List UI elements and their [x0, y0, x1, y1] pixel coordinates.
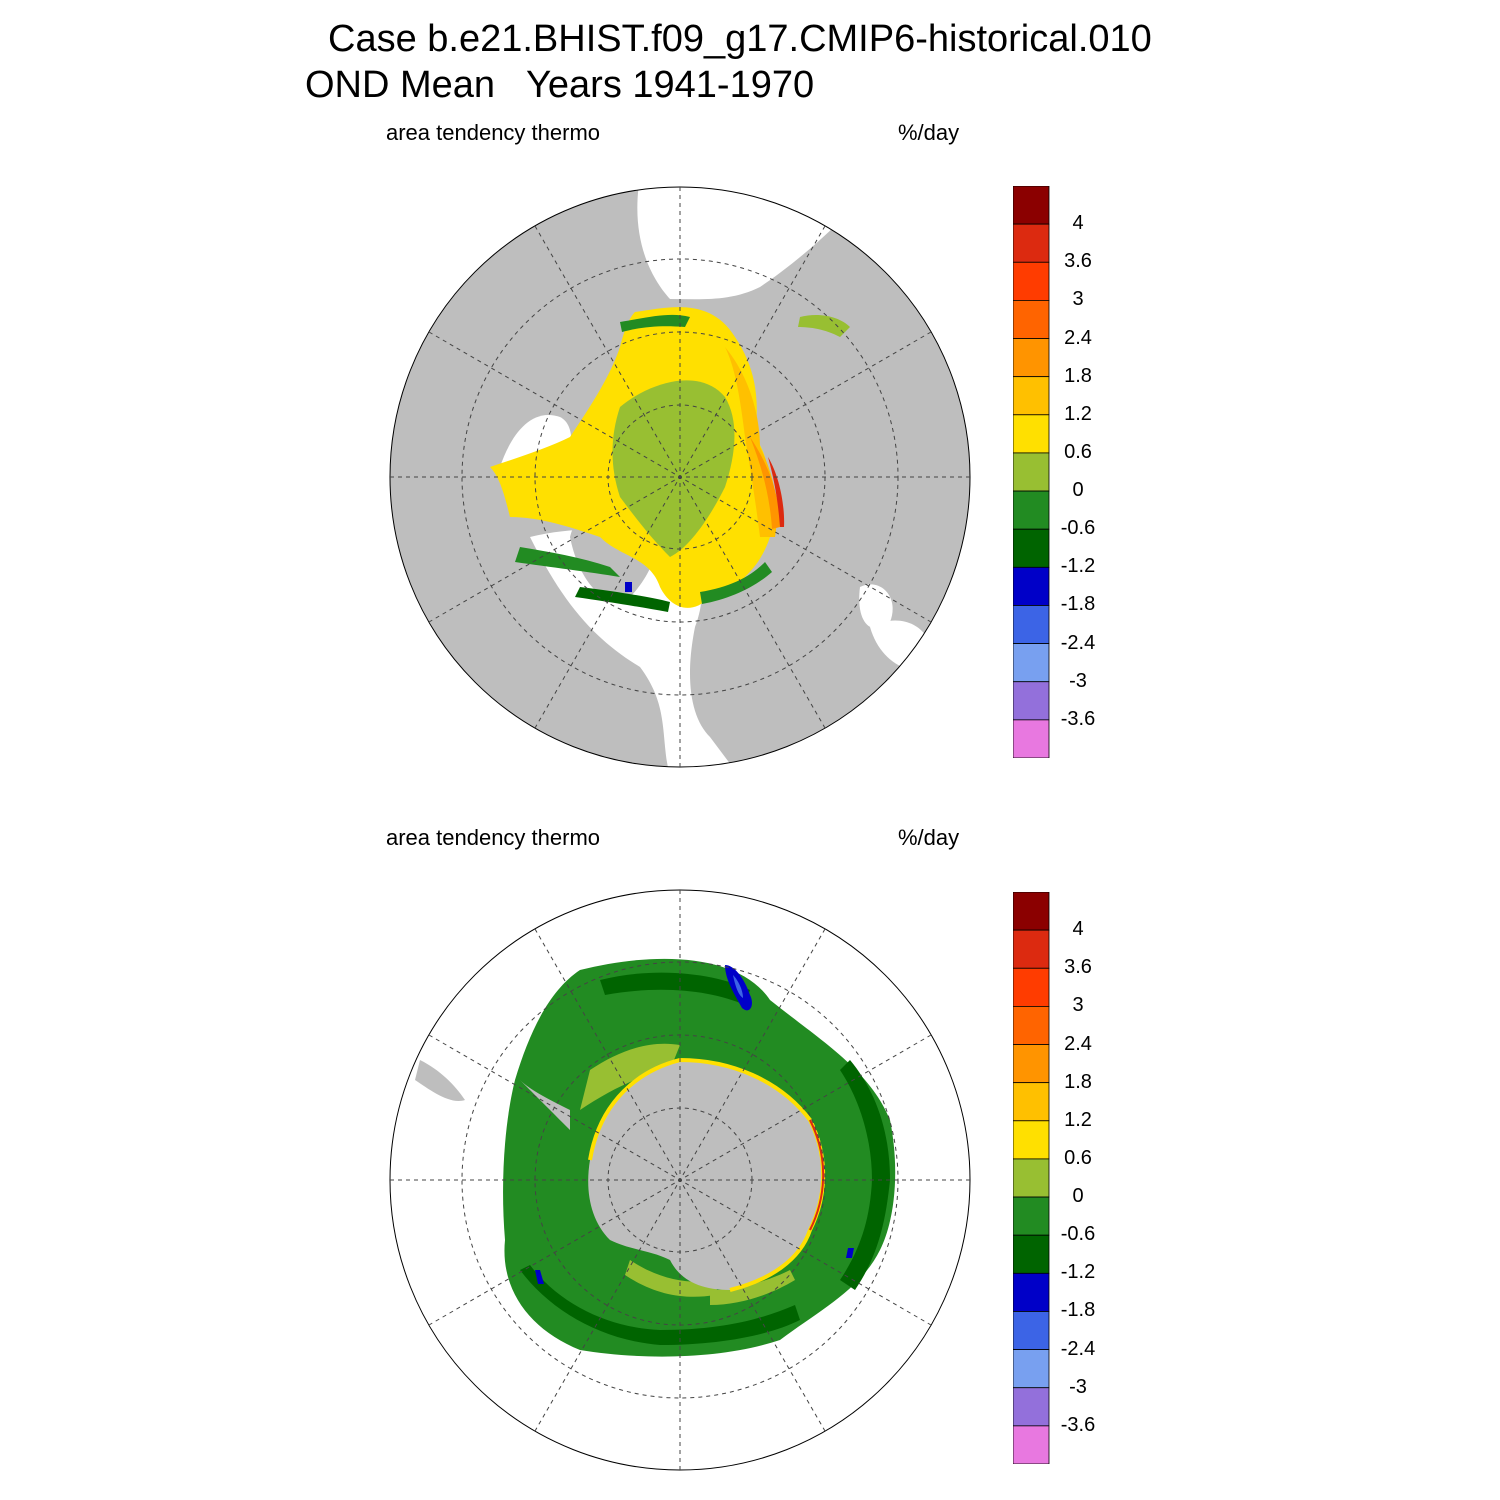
colorbar-swatch	[1013, 892, 1050, 931]
colorbar-tick-label: -0.6	[1060, 517, 1096, 540]
south-polar-map	[389, 889, 971, 1471]
north-right-label: %/day	[898, 120, 960, 145]
colorbar-swatch	[1013, 452, 1050, 492]
colorbar-swatch	[1013, 1349, 1050, 1389]
north-colorbar	[1013, 186, 1050, 758]
south-colorbar	[1013, 892, 1050, 1464]
north-polar-map	[389, 186, 971, 768]
antarctica-land	[588, 1060, 824, 1290]
arctic-margin-negative	[515, 547, 620, 577]
colorbar-tick-label: 4	[1072, 212, 1084, 235]
colorbar-tick-label: 4	[1072, 918, 1084, 941]
colorbar-tick-label: -3.6	[1060, 707, 1096, 730]
north-left-label: area tendency thermo	[386, 120, 601, 145]
south-right-label: %/day	[898, 825, 960, 850]
colorbar-swatch	[1013, 376, 1050, 416]
colorbar-swatch	[1013, 719, 1050, 758]
colorbar-tick-label: 1.2	[1064, 402, 1092, 425]
colorbar-tick-label: 3	[1072, 288, 1084, 311]
colorbar-swatch	[1013, 186, 1050, 225]
colorbar-tick-label: -3	[1069, 1375, 1087, 1398]
colorbar-tick-label: 2.4	[1064, 1032, 1092, 1055]
colorbar-swatch	[1013, 1006, 1050, 1045]
colorbar-tick-label: 0	[1072, 479, 1084, 502]
colorbar-tick-label: 0	[1072, 1185, 1084, 1208]
colorbar-swatch	[1013, 261, 1050, 301]
colorbar-swatch	[1013, 338, 1050, 378]
colorbar-tick-label: 3	[1072, 994, 1084, 1017]
colorbar-swatch	[1013, 566, 1050, 606]
colorbar-tick-label: -3	[1069, 669, 1087, 692]
arctic-core-near-zero	[612, 380, 735, 557]
colorbar-swatch	[1013, 300, 1050, 339]
colorbar-tick-label: -2.4	[1060, 1337, 1096, 1360]
colorbar-swatch	[1013, 528, 1050, 568]
colorbar-tick-label: -3.6	[1060, 1413, 1096, 1436]
colorbar-swatch	[1013, 967, 1050, 1007]
colorbar-tick-label: 3.6	[1064, 250, 1092, 273]
colorbar-tick-label: 2.4	[1064, 326, 1092, 349]
colorbar-swatch	[1013, 643, 1050, 683]
colorbar-swatch	[1013, 681, 1050, 721]
colorbar-swatch	[1013, 1120, 1050, 1160]
colorbar-swatch	[1013, 1044, 1050, 1084]
colorbar-swatch	[1013, 1311, 1050, 1351]
colorbar-tick-label: 1.8	[1064, 1070, 1092, 1093]
colorbar-swatch	[1013, 1158, 1050, 1198]
colorbar-swatch	[1013, 223, 1050, 263]
colorbar-tick-label: -1.2	[1060, 555, 1096, 578]
south-left-label: area tendency thermo	[386, 825, 601, 850]
colorbar-swatch	[1013, 929, 1050, 969]
colorbar-tick-label: 0.6	[1064, 1146, 1092, 1169]
colorbar-swatch	[1013, 605, 1050, 645]
colorbar-tick-label: 3.6	[1064, 956, 1092, 979]
colorbar-swatch	[1013, 414, 1050, 454]
colorbar-swatch	[1013, 1387, 1050, 1427]
colorbar-tick-label: -1.2	[1060, 1261, 1096, 1284]
colorbar-tick-label: -0.6	[1060, 1223, 1096, 1246]
title-line-2: OND Mean Years 1941-1970	[305, 64, 815, 106]
colorbar-tick-label: 1.2	[1064, 1108, 1092, 1131]
colorbar-swatch	[1013, 1272, 1050, 1312]
colorbar-tick-label: -2.4	[1060, 631, 1096, 654]
colorbar-swatch	[1013, 490, 1050, 530]
colorbar-swatch	[1013, 1425, 1050, 1464]
colorbar-tick-label: 0.6	[1064, 440, 1092, 463]
title-line-1: Case b.e21.BHIST.f09_g17.CMIP6-historica…	[328, 18, 1152, 60]
colorbar-swatch	[1013, 1082, 1050, 1122]
colorbar-swatch	[1013, 1196, 1050, 1236]
colorbar-tick-label: -1.8	[1060, 1299, 1096, 1322]
colorbar-tick-label: 1.8	[1064, 364, 1092, 387]
colorbar-tick-label: -1.8	[1060, 593, 1096, 616]
colorbar-swatch	[1013, 1234, 1050, 1274]
